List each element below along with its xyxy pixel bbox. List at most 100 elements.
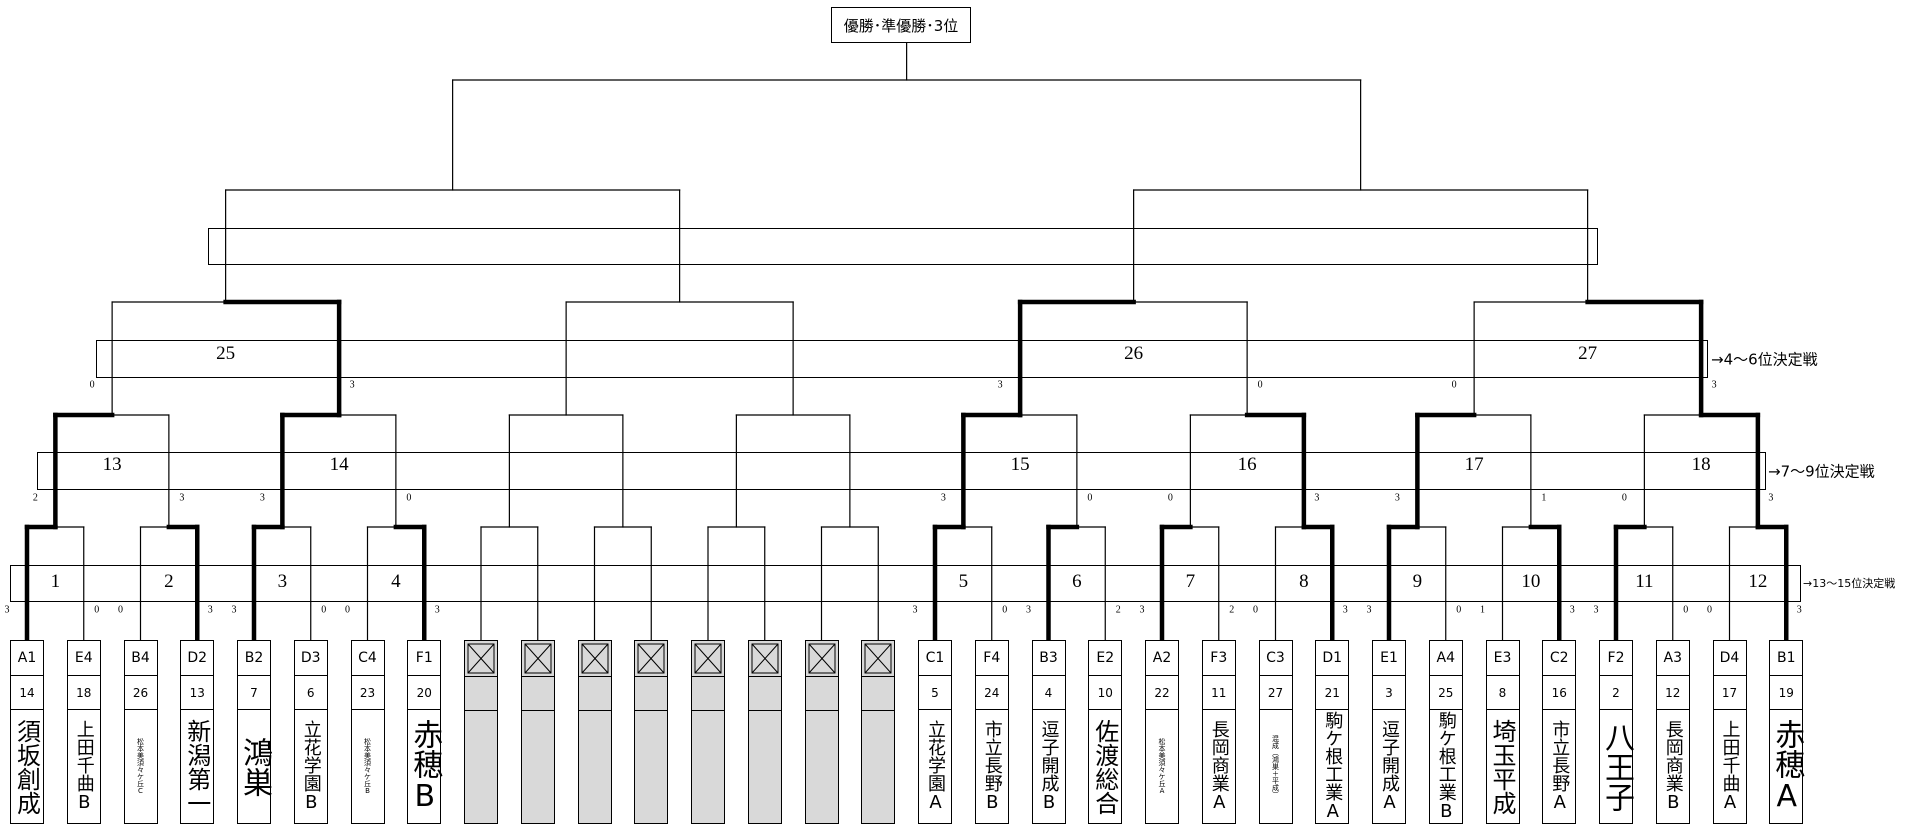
rank-label: →7～9位決定戦 (1768, 462, 1875, 481)
team-seed: D2 (181, 641, 214, 676)
x-mark-icon (467, 643, 495, 674)
band-13-15 (10, 565, 1801, 602)
team-name: 上田千曲A (1719, 720, 1741, 813)
empty-mark-icon (805, 641, 838, 677)
r1-match-score-a: 3 (912, 604, 918, 616)
team-number: 22 (1146, 676, 1178, 710)
r2-match-score-b: 3 (179, 492, 185, 504)
team-seed: D3 (294, 641, 327, 676)
empty-mid (862, 677, 895, 711)
team-seed: C4 (351, 641, 384, 676)
team-name: 混成（鴻巣＋平成） (1271, 735, 1280, 798)
r1-match-score-a: 1 (1480, 604, 1485, 616)
x-mark-icon (751, 643, 779, 674)
team-name: 立花学園A (925, 720, 946, 813)
rank-label: →13～15位決定戦 (1803, 577, 1896, 590)
team-name: 須坂創成 (12, 718, 41, 815)
r1-match-number: 2 (164, 571, 174, 592)
r1-match-number: 9 (1412, 571, 1423, 592)
r1-match-number: 5 (958, 571, 969, 592)
team-card: C1 5 立花学園A (918, 640, 952, 824)
team-number: 25 (1429, 676, 1462, 710)
team-number: 5 (919, 676, 951, 710)
r1-match-score-b: 2 (1115, 604, 1121, 616)
team-seed: F3 (1202, 641, 1235, 676)
r1-match-score-b: 0 (321, 604, 327, 616)
team-name: 松本美須々ケ丘C (136, 738, 145, 795)
r3-match-score-a: 0 (1451, 379, 1457, 391)
team-name: 立花学園B (300, 720, 322, 813)
r1-match-score-b: 2 (1229, 604, 1235, 616)
team-number: 3 (1373, 676, 1405, 710)
team-number: 12 (1656, 676, 1689, 710)
empty-mid (748, 677, 781, 711)
team-name: 赤穂B (407, 719, 443, 814)
r1-match-score-a: 3 (4, 604, 10, 616)
r1-match-number: 1 (50, 571, 61, 592)
r3-match-number: 27 (1578, 343, 1598, 364)
r1-match-score-a: 0 (118, 604, 123, 616)
r1-match-score-a: 0 (1253, 604, 1258, 616)
team-number: 27 (1259, 676, 1292, 710)
team-number: 6 (294, 676, 327, 710)
band-7-9 (37, 452, 1766, 490)
r1-match-score-a: 3 (231, 604, 237, 616)
r3-match-score-b: 3 (349, 379, 355, 391)
r2-match-number: 18 (1691, 454, 1711, 475)
team-card: F3 11 長岡商業A (1201, 640, 1236, 824)
x-mark-icon (637, 643, 665, 674)
team-seed: E3 (1486, 641, 1519, 676)
r1-match-score-b: 3 (1569, 604, 1575, 616)
empty-mark-icon (692, 641, 724, 677)
r1-match-number: 6 (1072, 571, 1082, 592)
empty-mark-icon (635, 641, 668, 677)
r1-match-score-b: 0 (94, 604, 100, 616)
empty-slot (520, 640, 555, 824)
team-card: D4 17 上田千曲A (1712, 640, 1747, 824)
team-card: D3 6 立花学園B (293, 640, 328, 824)
team-card: E4 18 上田千曲B (66, 640, 101, 824)
team-number: 13 (181, 676, 214, 710)
team-name: 赤穂A (1769, 719, 1805, 814)
team-card: E1 3 逗子開成A (1372, 640, 1406, 824)
r2-match-score-b: 1 (1541, 492, 1547, 504)
r2-match-number: 15 (1010, 454, 1030, 475)
team-number: 7 (238, 676, 270, 710)
r2-match-score-b: 0 (406, 492, 412, 504)
team-seed: A2 (1146, 641, 1178, 676)
r2-match-number: 16 (1237, 454, 1257, 475)
empty-mid (805, 677, 838, 711)
team-number: 19 (1770, 676, 1803, 710)
empty-slot (464, 640, 498, 824)
empty-mid (465, 677, 497, 711)
team-name: 埼玉平成 (1488, 718, 1516, 815)
team-seed: B1 (1770, 641, 1803, 676)
team-name: 市立長野A (1549, 720, 1571, 813)
team-number: 17 (1713, 676, 1746, 710)
team-name: 駒ケ根工業B (1435, 711, 1457, 822)
team-seed: C2 (1543, 641, 1576, 676)
empty-mid (521, 677, 554, 711)
team-card: A2 22 松本美須々ケ丘A (1145, 640, 1179, 824)
team-name: 逗子開成A (1379, 720, 1400, 813)
team-seed: A4 (1429, 641, 1462, 676)
team-seed: D1 (1316, 641, 1349, 676)
empty-slot (691, 640, 725, 824)
team-name: 松本美須々ケ丘B (363, 738, 372, 795)
r1-match-score-b: 3 (207, 604, 213, 616)
team-number: 4 (1032, 676, 1065, 710)
team-card: D1 21 駒ケ根工業A (1315, 640, 1350, 824)
team-name: 八王子 (1599, 721, 1634, 812)
team-card: A1 14 須坂創成 (10, 640, 44, 824)
r1-match-score-b: 3 (1342, 604, 1348, 616)
team-name: 新潟第一 (182, 718, 211, 815)
band-top (208, 228, 1598, 265)
team-name: 長岡商業A (1208, 720, 1230, 813)
empty-mid (578, 677, 611, 711)
r2-match-score-a: 3 (259, 492, 265, 504)
team-number: 20 (408, 676, 441, 710)
team-name: 佐渡総合 (1090, 718, 1119, 815)
empty-slot (747, 640, 782, 824)
